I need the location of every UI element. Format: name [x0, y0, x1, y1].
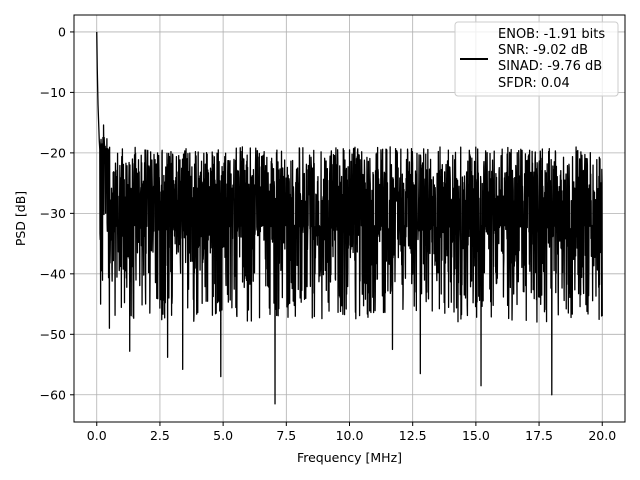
y-tick-label: 0 — [58, 24, 66, 39]
x-tick-label: 0.0 — [87, 428, 107, 443]
y-tick-label: −50 — [40, 327, 66, 342]
x-tick-label: 5.0 — [213, 428, 233, 443]
x-axis-label: Frequency [MHz] — [297, 450, 402, 465]
x-tick-label: 20.0 — [588, 428, 616, 443]
x-axis-ticks: 0.0 2.5 5.0 7.5 10.0 12.5 15.0 17.5 20.0 — [87, 422, 616, 443]
legend-line-enob: ENOB: -1.91 bits — [498, 27, 605, 42]
y-axis-label: PSD [dB] — [13, 191, 28, 246]
legend: ENOB: -1.91 bits SNR: -9.02 dB SINAD: -9… — [454, 21, 619, 97]
legend-box — [454, 21, 619, 97]
x-tick-label: 17.5 — [525, 428, 553, 443]
y-tick-label: −20 — [40, 145, 66, 160]
legend-line-sinad: SINAD: -9.76 dB — [498, 59, 602, 74]
x-tick-label: 12.5 — [399, 428, 427, 443]
legend-line-sfdr: SFDR: 0.04 — [498, 76, 570, 91]
legend-line-snr: SNR: -9.02 dB — [498, 43, 588, 58]
psd-series-line — [96, 31, 603, 405]
x-tick-label: 15.0 — [462, 428, 490, 443]
y-tick-label: −10 — [40, 85, 66, 100]
y-tick-label: −40 — [40, 266, 66, 281]
y-axis-ticks: 0 −10 −20 −30 −40 −50 −60 — [40, 24, 74, 402]
x-tick-label: 10.0 — [336, 428, 364, 443]
x-tick-label: 2.5 — [150, 428, 170, 443]
x-tick-label: 7.5 — [276, 428, 296, 443]
y-tick-label: −30 — [40, 206, 66, 221]
y-tick-label: −60 — [40, 387, 66, 402]
series-layer — [96, 31, 603, 405]
